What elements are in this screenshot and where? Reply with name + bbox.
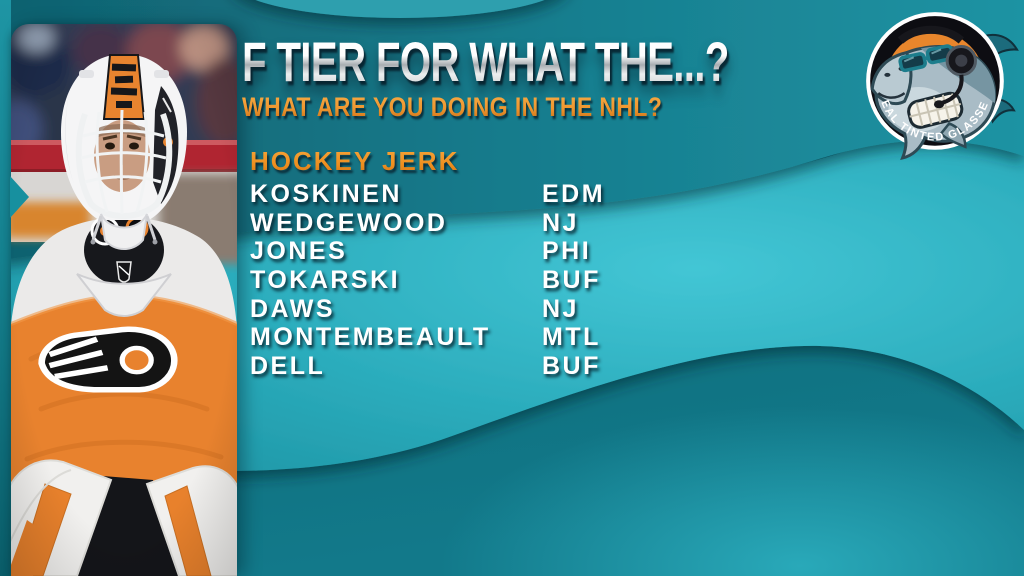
roster-row: DAWS NJ bbox=[250, 295, 605, 324]
roster-list: HOCKEY JERK KOSKINEN EDM WEDGEWOOD NJ JO… bbox=[250, 146, 605, 381]
page-subtitle: WHAT ARE YOU DOING IN THE NHL? bbox=[242, 90, 918, 123]
goalie-photo bbox=[11, 24, 237, 576]
roster-row: JONES PHI bbox=[250, 237, 605, 266]
roster-row: MONTEMBEAULT MTL bbox=[250, 323, 605, 352]
player-name: TOKARSKI bbox=[250, 265, 401, 294]
player-name: MONTEMBEAULT bbox=[250, 323, 491, 352]
roster-row: KOSKINEN EDM bbox=[250, 180, 605, 209]
team-abbr: BUF bbox=[542, 265, 601, 294]
page-title-text: F TIER FOR WHAT THE...? bbox=[242, 30, 729, 93]
roster-rows: KOSKINEN EDM WEDGEWOOD NJ JONES PHI TOKA… bbox=[250, 180, 605, 381]
team-abbr: NJ bbox=[542, 294, 579, 323]
player-name: JONES bbox=[250, 237, 348, 266]
roster-row: TOKARSKI BUF bbox=[250, 266, 605, 295]
roster-heading: HOCKEY JERK bbox=[250, 146, 460, 176]
left-accent-bar bbox=[0, 0, 11, 576]
teal-tinted-glasses-logo: TEAL TINTED GLASSES bbox=[852, 0, 1019, 166]
team-abbr: MTL bbox=[542, 323, 601, 352]
team-abbr: PHI bbox=[542, 237, 592, 266]
page-title: F TIER FOR WHAT THE...? bbox=[242, 33, 918, 90]
player-name: DELL bbox=[250, 351, 326, 380]
roster-row: WEDGEWOOD NJ bbox=[250, 209, 605, 238]
player-name: DAWS bbox=[250, 294, 335, 323]
goalie-photo-art bbox=[11, 24, 237, 576]
player-name: WEDGEWOOD bbox=[250, 208, 448, 237]
page-subtitle-text: WHAT ARE YOU DOING IN THE NHL? bbox=[242, 92, 663, 123]
team-abbr: NJ bbox=[542, 208, 579, 237]
shark-logo-icon: TEAL TINTED GLASSES bbox=[852, 0, 1019, 160]
team-abbr: BUF bbox=[542, 351, 601, 380]
roster-row: DELL BUF bbox=[250, 352, 605, 381]
team-abbr: EDM bbox=[542, 179, 606, 208]
player-name: KOSKINEN bbox=[250, 179, 402, 208]
